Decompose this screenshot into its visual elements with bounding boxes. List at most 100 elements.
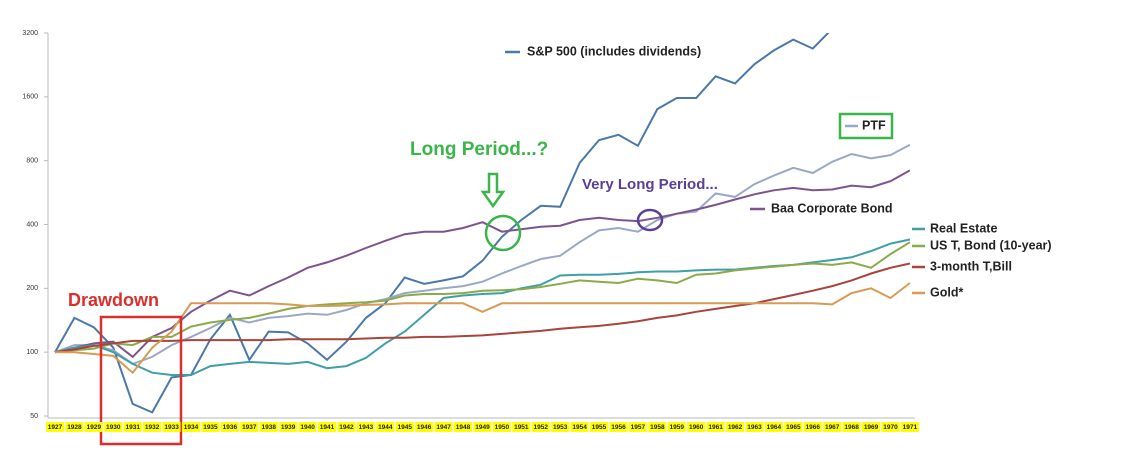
x-tick-label: 1957 — [631, 424, 646, 431]
x-tick-bg — [162, 422, 181, 432]
x-tick-bg — [823, 422, 842, 432]
x-tick-bg — [356, 422, 375, 432]
x-tick-label: 1931 — [125, 424, 140, 431]
x-tick-label: 1934 — [184, 424, 199, 431]
x-tick-bg — [667, 422, 686, 432]
x-tick-bg — [240, 422, 259, 432]
x-tick-bg — [881, 422, 900, 432]
series-line — [54, 262, 911, 354]
x-tick-label: 1961 — [708, 424, 723, 431]
x-tick-bg — [862, 422, 881, 432]
highlight-circle — [484, 214, 522, 252]
x-tick-bg — [395, 422, 414, 432]
x-tick-bg — [376, 422, 395, 432]
legend-label: PTF — [862, 118, 886, 132]
x-tick-label: 1952 — [534, 424, 549, 431]
x-tick-label: 1929 — [87, 424, 102, 431]
highlight-ellipse — [636, 208, 664, 232]
x-tick-bg — [259, 422, 278, 432]
x-tick-label: 1944 — [378, 424, 393, 431]
x-tick-bg — [220, 422, 239, 432]
legend-label: 3-month T,Bill — [930, 259, 1012, 273]
x-tick-bg — [842, 422, 861, 432]
annotation: Drawdown — [68, 290, 159, 310]
x-tick-bg — [687, 422, 706, 432]
x-tick-bg — [531, 422, 550, 432]
x-tick-bg — [201, 422, 220, 432]
legend-label: Gold* — [930, 285, 963, 299]
x-tick-bg — [726, 422, 745, 432]
x-tick-bg — [512, 422, 531, 432]
x-tick-label: 1963 — [747, 424, 762, 431]
x-tick-label: 1962 — [728, 424, 743, 431]
legend-label: US T, Bond (10-year) — [930, 238, 1052, 252]
series-line — [55, 282, 911, 375]
y-tick-label: 3200 — [22, 30, 38, 37]
x-tick-label: 1939 — [281, 424, 296, 431]
x-tick-bg — [434, 422, 453, 432]
x-tick-label: 1954 — [572, 424, 587, 431]
x-tick-label: 1940 — [300, 424, 315, 431]
x-tick-bg — [318, 422, 337, 432]
y-tick-label: 800 — [26, 158, 38, 165]
x-tick-bg — [570, 422, 589, 432]
legend-label: Real Estate — [930, 221, 997, 235]
x-tick-label: 1959 — [670, 424, 685, 431]
x-tick-label: 1936 — [223, 424, 238, 431]
x-tick-bg — [590, 422, 609, 432]
annotation: Long Period...? — [410, 139, 548, 160]
y-tick-label: 400 — [26, 221, 38, 228]
x-tick-bg — [65, 422, 84, 432]
y-tick-label: 200 — [26, 285, 38, 292]
x-tick-label: 1955 — [592, 424, 607, 431]
x-tick-bg — [764, 422, 783, 432]
series-line — [54, 169, 911, 359]
x-tick-label: 1951 — [514, 424, 529, 431]
x-tick-bg — [706, 422, 725, 432]
x-tick-label: 1933 — [164, 424, 179, 431]
x-tick-bg — [648, 422, 667, 432]
x-tick-bg — [551, 422, 570, 432]
x-tick-label: 1946 — [417, 424, 432, 431]
x-tick-label: 1942 — [339, 424, 354, 431]
legend-label: S&P 500 (includes dividends) — [527, 44, 701, 58]
x-tick-label: 1927 — [48, 424, 63, 431]
x-tick-bg — [628, 422, 647, 432]
drawdown-box — [99, 315, 183, 446]
series-line — [54, 143, 911, 366]
x-tick-bg — [123, 422, 142, 432]
x-tick-label: 1941 — [320, 424, 335, 431]
y-tick-label: 100 — [26, 349, 38, 356]
x-tick-bg — [609, 422, 628, 432]
x-tick-bg — [473, 422, 492, 432]
x-tick-label: 1958 — [650, 424, 665, 431]
x-tick-label: 1969 — [864, 424, 879, 431]
x-tick-label: 1970 — [883, 424, 898, 431]
x-tick-bg — [803, 422, 822, 432]
x-tick-label: 1935 — [203, 424, 218, 431]
y-tick-label: 1600 — [22, 94, 38, 101]
x-tick-bg — [492, 422, 511, 432]
series-line — [54, 33, 830, 414]
x-tick-label: 1968 — [844, 424, 859, 431]
x-tick-label: 1956 — [611, 424, 626, 431]
x-tick-label: 1928 — [67, 424, 82, 431]
x-tick-label: 1960 — [689, 424, 704, 431]
x-tick-bg — [415, 422, 434, 432]
arrow — [480, 172, 506, 209]
x-tick-bg — [46, 422, 64, 432]
x-tick-label: 1953 — [553, 424, 568, 431]
x-tick-label: 1949 — [475, 424, 490, 431]
x-tick-bg — [298, 422, 317, 432]
annotation: Very Long Period... — [582, 176, 718, 193]
x-tick-label: 1965 — [786, 424, 801, 431]
x-tick-bg — [279, 422, 298, 432]
x-tick-label: 1932 — [145, 424, 160, 431]
x-tick-bg — [454, 422, 473, 432]
x-tick-label: 1943 — [359, 424, 374, 431]
x-tick-label: 1930 — [106, 424, 121, 431]
x-tick-bg — [337, 422, 356, 432]
x-tick-label: 1937 — [242, 424, 257, 431]
x-tick-label: 1971 — [903, 424, 918, 431]
x-tick-bg — [84, 422, 103, 432]
